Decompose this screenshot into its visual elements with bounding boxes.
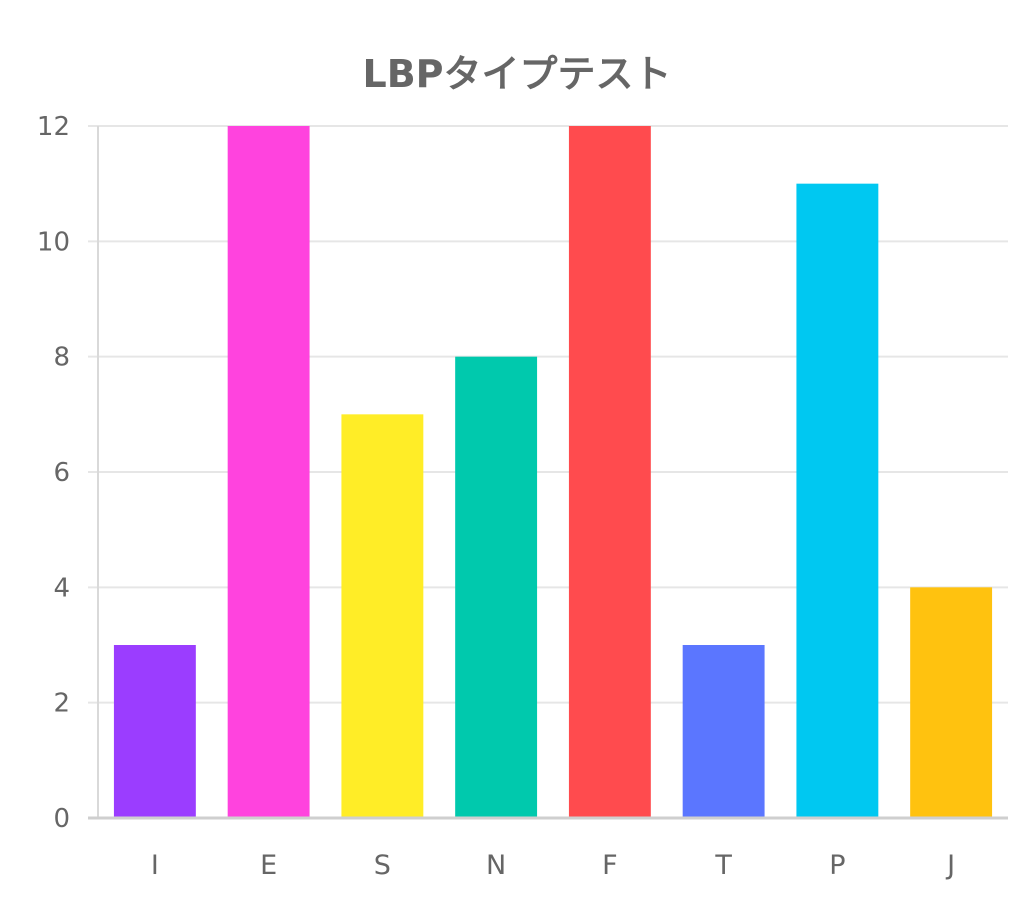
x-tick-label: S <box>374 850 391 881</box>
x-tick-label: J <box>945 850 955 881</box>
axes <box>88 126 1008 820</box>
bar-f <box>568 126 651 818</box>
bar-j <box>910 587 993 818</box>
y-tick-label: 0 <box>53 804 70 834</box>
y-tick-label: 10 <box>37 227 70 257</box>
y-tick-label: 6 <box>53 458 70 488</box>
x-tick-label: I <box>151 850 159 881</box>
chart-title: LBPタイプテスト <box>362 52 672 96</box>
bar-n <box>455 356 538 818</box>
x-tick-label: N <box>486 850 506 881</box>
x-tick-label: F <box>602 850 618 881</box>
y-tick-label: 2 <box>53 689 70 719</box>
bars <box>113 126 993 818</box>
y-tick-label: 4 <box>53 573 70 603</box>
y-tick-label: 12 <box>37 112 70 142</box>
bar-p <box>796 183 879 818</box>
x-tick-label: T <box>714 850 732 881</box>
bar-t <box>682 645 765 818</box>
x-tick-label: E <box>260 850 277 881</box>
bar-i <box>113 645 196 818</box>
x-tick-label: P <box>829 850 845 881</box>
axis-labels: 0 2 4 6 8 10 12 I E S N F T P J <box>37 112 955 881</box>
bar-s <box>341 414 424 818</box>
bar-e <box>227 126 310 818</box>
y-tick-label: 8 <box>53 343 70 373</box>
